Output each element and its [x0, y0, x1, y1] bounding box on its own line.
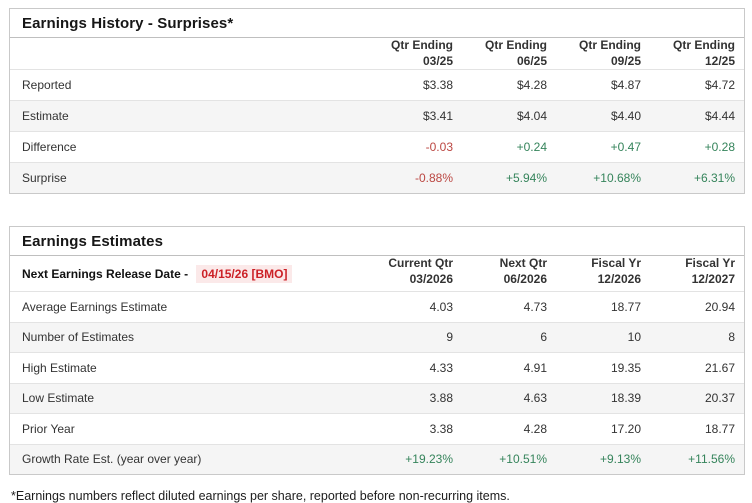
column-header-line2: 03/2026	[409, 271, 453, 286]
column-header-qtr-0625: Qtr Ending 06/25	[462, 38, 556, 73]
row-label: Number of Estimates	[22, 330, 135, 345]
row-label: Low Estimate	[22, 391, 95, 406]
column-header-fiscal-yr-2027: Fiscal Yr 12/2027	[650, 256, 744, 291]
column-header-line1: Fiscal Yr	[685, 256, 735, 270]
value-cell: 17.20	[610, 421, 641, 436]
value-cell: +0.28	[704, 140, 735, 154]
row-label: Growth Rate Est. (year over year)	[22, 452, 202, 467]
value-cell: $3.38	[422, 78, 453, 92]
value-cell: 21.67	[704, 360, 735, 375]
value-cell: 18.77	[704, 421, 735, 436]
value-cell: 4.28	[523, 421, 547, 436]
value-cell: +9.13%	[599, 452, 641, 467]
value-cell: 18.39	[610, 391, 641, 406]
column-header-line2: 12/2026	[597, 271, 641, 286]
earnings-estimates-table: Earnings Estimates Next Earnings Release…	[9, 226, 745, 475]
row-label: Prior Year	[22, 421, 75, 436]
earnings-history-table: Earnings History - Surprises* Qtr Ending…	[9, 8, 745, 194]
value-cell: +5.94%	[505, 171, 547, 185]
row-label: Surprise	[22, 171, 67, 185]
column-header-fiscal-yr-2026: Fiscal Yr 12/2026	[556, 256, 650, 291]
value-cell: 4.91	[523, 360, 547, 375]
row-label: Average Earnings Estimate	[22, 299, 168, 314]
earnings-history-header-row: Qtr Ending 03/25 Qtr Ending 06/25 Qtr En…	[10, 38, 744, 69]
column-header-line1: Qtr Ending	[673, 38, 735, 52]
column-header-line2: 12/25	[704, 53, 735, 68]
earnings-history-title: Earnings History - Surprises*	[10, 9, 744, 38]
column-header-qtr-0325: Qtr Ending 03/25	[368, 38, 462, 73]
value-cell: +10.51%	[499, 452, 547, 467]
value-cell: $4.04	[516, 109, 547, 123]
value-cell: 4.63	[523, 391, 547, 406]
value-cell: 6	[540, 330, 547, 345]
value-cell: +0.24	[516, 140, 547, 154]
column-header-line2: 09/25	[610, 53, 641, 68]
column-header-next-qtr: Next Qtr 06/2026	[462, 256, 556, 291]
value-cell: $4.28	[516, 78, 547, 92]
value-cell: $4.40	[610, 109, 641, 123]
value-cell: 20.37	[704, 391, 735, 406]
value-cell: $4.44	[704, 109, 735, 123]
table-row-surprise: Surprise -0.88% +5.94% +10.68% +6.31%	[10, 162, 744, 193]
next-earnings-release: Next Earnings Release Date - 04/15/26 [B…	[10, 256, 368, 291]
column-header-qtr-0925: Qtr Ending 09/25	[556, 38, 650, 73]
column-header-line1: Qtr Ending	[579, 38, 641, 52]
table-row-number-of-estimates: Number of Estimates 9 6 10 8	[10, 321, 744, 352]
column-header-line2: 12/2027	[691, 271, 735, 286]
value-cell: -0.88%	[414, 171, 453, 185]
value-cell: +19.23%	[405, 452, 453, 467]
value-cell: 9	[446, 330, 453, 345]
column-header-line2: 03/25	[422, 53, 453, 68]
earnings-estimates-header-row: Next Earnings Release Date - 04/15/26 [B…	[10, 256, 744, 291]
row-label: Reported	[22, 78, 72, 92]
column-header-line1: Qtr Ending	[391, 38, 453, 52]
value-cell: 4.73	[523, 299, 547, 314]
column-header-line1: Fiscal Yr	[591, 256, 641, 270]
release-date-badge: 04/15/26 [BMO]	[196, 264, 293, 283]
value-cell: 3.38	[429, 421, 453, 436]
header-spacer	[10, 38, 368, 73]
column-header-line1: Next Qtr	[499, 256, 547, 270]
table-row-estimate: Estimate $3.41 $4.04 $4.40 $4.44	[10, 100, 744, 131]
row-label: Difference	[22, 140, 77, 154]
earnings-footnote: *Earnings numbers reflect diluted earnin…	[11, 489, 510, 503]
value-cell: -0.03	[425, 140, 453, 154]
value-cell: 8	[728, 330, 735, 345]
value-cell: $4.72	[704, 78, 735, 92]
value-cell: 4.03	[429, 299, 453, 314]
release-date-label: Next Earnings Release Date -	[22, 266, 192, 281]
table-row-difference: Difference -0.03 +0.24 +0.47 +0.28	[10, 131, 744, 162]
value-cell: $3.41	[422, 109, 453, 123]
value-cell: 19.35	[610, 360, 641, 375]
row-label: Estimate	[22, 109, 69, 123]
row-label: High Estimate	[22, 360, 97, 375]
column-header-line1: Qtr Ending	[485, 38, 547, 52]
value-cell: +10.68%	[593, 171, 641, 185]
value-cell: 3.88	[429, 391, 453, 406]
table-row-growth-rate-est: Growth Rate Est. (year over year) +19.23…	[10, 443, 744, 474]
value-cell: 10	[627, 330, 641, 345]
table-row-low-estimate: Low Estimate 3.88 4.63 18.39 20.37	[10, 382, 744, 413]
value-cell: +0.47	[610, 140, 641, 154]
value-cell: 4.33	[429, 360, 453, 375]
column-header-line2: 06/2026	[503, 271, 547, 286]
column-header-current-qtr: Current Qtr 03/2026	[368, 256, 462, 291]
value-cell: +11.56%	[688, 452, 735, 467]
table-row-average-earnings-estimate: Average Earnings Estimate 4.03 4.73 18.7…	[10, 291, 744, 322]
value-cell: +6.31%	[693, 171, 735, 185]
value-cell: 20.94	[704, 299, 735, 314]
earnings-estimates-title: Earnings Estimates	[10, 227, 744, 256]
column-header-line2: 06/25	[516, 53, 547, 68]
column-header-qtr-1225: Qtr Ending 12/25	[650, 38, 744, 73]
table-row-high-estimate: High Estimate 4.33 4.91 19.35 21.67	[10, 352, 744, 383]
value-cell: $4.87	[610, 78, 641, 92]
column-header-line1: Current Qtr	[388, 256, 453, 270]
table-row-reported: Reported $3.38 $4.28 $4.87 $4.72	[10, 69, 744, 100]
value-cell: 18.77	[610, 299, 641, 314]
table-row-prior-year: Prior Year 3.38 4.28 17.20 18.77	[10, 413, 744, 444]
